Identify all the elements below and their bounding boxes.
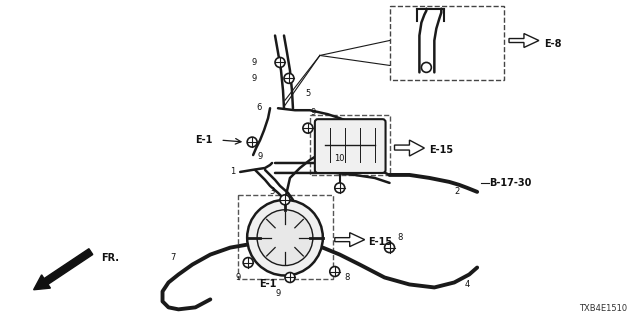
- Circle shape: [257, 210, 313, 266]
- Bar: [390, 6, 504, 80]
- Circle shape: [285, 273, 295, 283]
- Circle shape: [275, 58, 285, 68]
- Text: TXB4E1510: TXB4E1510: [579, 304, 627, 313]
- Circle shape: [303, 123, 313, 133]
- Text: 8: 8: [345, 273, 350, 282]
- Circle shape: [280, 195, 290, 205]
- Text: 4: 4: [464, 280, 470, 289]
- FancyArrow shape: [34, 249, 93, 290]
- Circle shape: [335, 183, 345, 193]
- Polygon shape: [509, 34, 539, 47]
- Circle shape: [284, 73, 294, 83]
- Text: E-8: E-8: [544, 38, 561, 49]
- Text: 9: 9: [252, 74, 257, 83]
- Polygon shape: [335, 233, 365, 247]
- Text: E-1: E-1: [195, 135, 212, 145]
- Text: 9: 9: [310, 108, 316, 117]
- Text: 9: 9: [252, 58, 257, 67]
- Text: 9: 9: [275, 289, 281, 299]
- Text: 8: 8: [397, 233, 403, 242]
- Circle shape: [385, 243, 394, 252]
- Text: 1: 1: [230, 167, 236, 176]
- Text: 10: 10: [335, 154, 345, 163]
- Text: E-1: E-1: [259, 279, 276, 290]
- FancyBboxPatch shape: [315, 119, 385, 173]
- Text: 9: 9: [236, 273, 241, 282]
- Circle shape: [330, 267, 340, 276]
- Text: 2: 2: [454, 188, 460, 196]
- Text: 9: 9: [257, 152, 263, 161]
- Polygon shape: [394, 140, 424, 156]
- Text: E-15: E-15: [429, 145, 454, 155]
- Circle shape: [247, 137, 257, 147]
- Circle shape: [421, 62, 431, 72]
- Text: B-17-30: B-17-30: [489, 178, 531, 188]
- Circle shape: [243, 258, 253, 268]
- Text: 6: 6: [257, 103, 262, 112]
- Text: E-15: E-15: [367, 237, 392, 247]
- Circle shape: [247, 200, 323, 276]
- Text: 7: 7: [170, 253, 175, 262]
- Text: 3: 3: [269, 188, 275, 196]
- Text: FR.: FR.: [100, 252, 119, 263]
- Text: 5: 5: [305, 89, 310, 98]
